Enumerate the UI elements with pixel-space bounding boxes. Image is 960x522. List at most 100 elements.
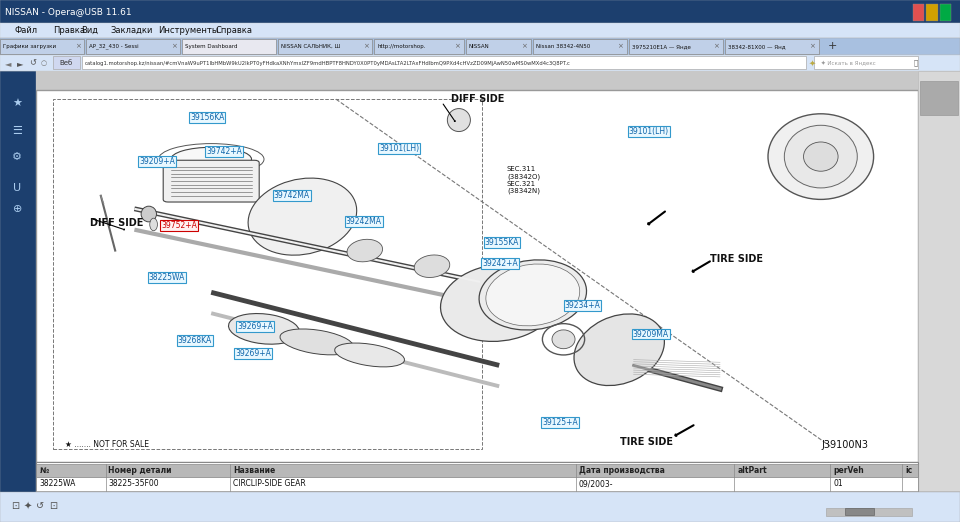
Text: J39100N3: J39100N3 — [822, 440, 869, 450]
Text: Веб: Веб — [60, 60, 73, 66]
Text: Инструменты: Инструменты — [158, 26, 219, 35]
Text: NISSAN: NISSAN — [468, 44, 490, 49]
Ellipse shape — [479, 260, 587, 330]
Text: 39742MA: 39742MA — [274, 191, 310, 200]
FancyBboxPatch shape — [926, 4, 938, 21]
FancyBboxPatch shape — [0, 0, 960, 23]
Text: AP_32_430 - Sessi: AP_32_430 - Sessi — [89, 44, 139, 49]
Text: 38225WA: 38225WA — [149, 273, 185, 282]
Text: ◄: ◄ — [5, 58, 12, 68]
Text: ☰: ☰ — [12, 125, 22, 136]
Text: 38225WA: 38225WA — [39, 479, 76, 489]
Ellipse shape — [150, 218, 157, 231]
Text: DIFF SIDE: DIFF SIDE — [90, 218, 144, 229]
Text: NISSAN - Opera@USB 11.61: NISSAN - Opera@USB 11.61 — [5, 7, 132, 17]
Text: 09/2003-: 09/2003- — [579, 479, 613, 489]
Text: 39242MA: 39242MA — [346, 217, 381, 227]
FancyBboxPatch shape — [913, 4, 924, 21]
FancyBboxPatch shape — [940, 4, 951, 21]
FancyBboxPatch shape — [629, 39, 723, 54]
Text: 01: 01 — [833, 479, 843, 489]
Text: 39209MA: 39209MA — [633, 329, 669, 339]
Text: U: U — [13, 183, 21, 193]
Text: 38342-81X00 — Янд: 38342-81X00 — Янд — [728, 44, 785, 49]
FancyBboxPatch shape — [0, 38, 960, 55]
Text: 39101(LH): 39101(LH) — [379, 144, 420, 153]
Text: 39268KA: 39268KA — [178, 336, 212, 345]
Text: System Dashboard: System Dashboard — [185, 44, 240, 49]
Ellipse shape — [414, 255, 450, 278]
FancyBboxPatch shape — [182, 39, 276, 54]
FancyBboxPatch shape — [920, 81, 958, 115]
Text: ⚙: ⚙ — [12, 151, 22, 162]
Text: ⊡: ⊡ — [49, 501, 57, 512]
Text: Номер детали: Номер детали — [108, 466, 172, 475]
Ellipse shape — [447, 109, 470, 132]
Text: Графики загрузки: Графики загрузки — [3, 44, 56, 49]
Text: ►: ► — [17, 58, 24, 68]
Text: ✦: ✦ — [808, 58, 815, 68]
Ellipse shape — [784, 125, 857, 188]
Text: http://motorshop.: http://motorshop. — [377, 44, 426, 49]
Text: CIRCLIP-SIDE GEAR: CIRCLIP-SIDE GEAR — [233, 479, 306, 489]
Ellipse shape — [171, 147, 252, 171]
Ellipse shape — [248, 178, 357, 255]
Text: TIRE SIDE: TIRE SIDE — [620, 436, 673, 447]
FancyBboxPatch shape — [86, 39, 180, 54]
Text: 3975210E1A — Янде: 3975210E1A — Янде — [632, 44, 690, 49]
Text: ✦ Искать в Яндекс: ✦ Искать в Яндекс — [821, 61, 876, 66]
Text: ○: ○ — [40, 60, 46, 66]
FancyBboxPatch shape — [0, 39, 84, 54]
Ellipse shape — [141, 206, 156, 222]
FancyBboxPatch shape — [163, 160, 259, 202]
FancyBboxPatch shape — [0, 492, 960, 522]
Ellipse shape — [552, 330, 575, 349]
FancyBboxPatch shape — [725, 39, 819, 54]
Text: ✦: ✦ — [24, 501, 32, 512]
Text: 39101(LH): 39101(LH) — [629, 127, 669, 136]
Text: 🔍: 🔍 — [914, 60, 918, 66]
Text: Файл: Файл — [14, 26, 37, 35]
Text: 38225-35F00: 38225-35F00 — [108, 479, 159, 489]
Ellipse shape — [768, 114, 874, 199]
Text: 39752+A: 39752+A — [161, 221, 197, 230]
Bar — [53, 99, 482, 449]
FancyBboxPatch shape — [36, 462, 918, 492]
Text: ×: × — [363, 43, 369, 50]
Text: ×: × — [521, 43, 527, 50]
FancyBboxPatch shape — [374, 39, 464, 54]
Text: ic: ic — [905, 466, 913, 475]
Ellipse shape — [228, 314, 300, 344]
Text: Nissan 38342-4N50: Nissan 38342-4N50 — [536, 44, 590, 49]
FancyBboxPatch shape — [466, 39, 531, 54]
Text: catalog1.motorshop.kz/nissan/#cmVnaW9uPT1lbHMbW9kU2lkPT0yFHdkaXNhYmxlZF9mdHBPTF8: catalog1.motorshop.kz/nissan/#cmVnaW9uPT… — [84, 61, 570, 66]
Text: ⊡: ⊡ — [12, 501, 19, 512]
Text: TIRE SIDE: TIRE SIDE — [710, 254, 763, 264]
Text: ↺: ↺ — [36, 501, 44, 512]
Text: 39155KA: 39155KA — [485, 238, 519, 247]
Text: Справка: Справка — [216, 26, 253, 35]
Text: 39242+A: 39242+A — [482, 259, 517, 268]
Text: ↺: ↺ — [29, 58, 36, 68]
Ellipse shape — [280, 329, 353, 355]
FancyBboxPatch shape — [533, 39, 627, 54]
FancyBboxPatch shape — [82, 56, 806, 69]
Text: altPart: altPart — [737, 466, 767, 475]
Ellipse shape — [574, 314, 664, 386]
FancyBboxPatch shape — [278, 39, 372, 54]
Text: Вид: Вид — [82, 26, 99, 35]
Text: №: № — [39, 466, 49, 475]
FancyBboxPatch shape — [0, 55, 960, 71]
Text: ×: × — [75, 43, 81, 50]
Text: ×: × — [171, 43, 177, 50]
FancyBboxPatch shape — [845, 508, 874, 515]
FancyBboxPatch shape — [0, 71, 35, 522]
Text: ×: × — [713, 43, 719, 50]
Text: 39742+A: 39742+A — [206, 147, 242, 156]
FancyBboxPatch shape — [918, 71, 960, 491]
Text: 39269+A: 39269+A — [235, 349, 271, 359]
Text: ×: × — [617, 43, 623, 50]
Text: 39234+A: 39234+A — [564, 301, 600, 310]
Ellipse shape — [441, 264, 558, 341]
Text: ×: × — [809, 43, 815, 50]
